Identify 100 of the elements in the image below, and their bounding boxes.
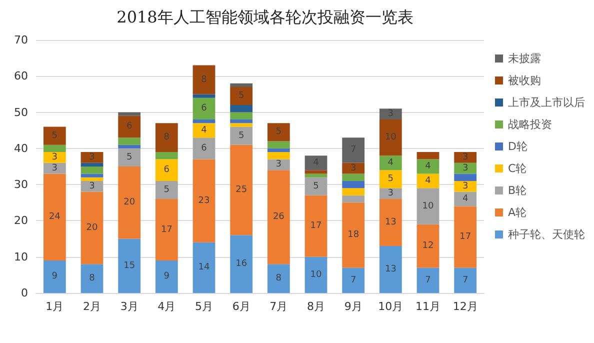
- bar: [416, 268, 440, 293]
- bar: [155, 180, 178, 200]
- bar: [379, 199, 402, 246]
- x-tick-label: 4月: [158, 300, 176, 313]
- x-tick-label: 5月: [195, 300, 213, 313]
- data-label: 4: [425, 176, 432, 186]
- y-tick-label: 60: [14, 70, 28, 83]
- data-label: 18: [348, 230, 360, 240]
- bar: [192, 94, 216, 98]
- bar: [230, 83, 253, 87]
- bar: [416, 188, 440, 224]
- data-label: 20: [124, 198, 136, 208]
- bar: [454, 152, 477, 163]
- legend-label: A轮: [508, 206, 527, 219]
- data-label: 5: [238, 91, 244, 102]
- data-label: 5: [52, 130, 58, 141]
- bar: [43, 152, 66, 163]
- data-label: 8: [276, 274, 282, 284]
- bar: [230, 112, 253, 120]
- x-tick-label: 11月: [416, 300, 440, 313]
- data-label: 15: [124, 260, 136, 271]
- data-label: 26: [272, 212, 285, 222]
- x-tick-label: 6月: [232, 300, 250, 313]
- data-label: 5: [126, 152, 132, 162]
- bar: [379, 170, 402, 188]
- bar: [118, 238, 141, 293]
- data-label: 25: [236, 184, 248, 195]
- data-label: 5: [238, 130, 244, 141]
- data-label: 3: [388, 188, 394, 199]
- bar: [155, 123, 178, 152]
- bar: [192, 159, 216, 242]
- data-label: 5: [164, 184, 170, 195]
- data-label: 4: [201, 125, 208, 136]
- bar: [304, 177, 328, 196]
- bar: [342, 188, 365, 196]
- bar: [342, 268, 365, 293]
- bar: [192, 123, 216, 138]
- bar: [416, 152, 440, 160]
- bar: [304, 174, 328, 178]
- bar: [379, 246, 402, 293]
- x-tick-label: 2月: [83, 300, 101, 313]
- bar: [80, 177, 104, 181]
- y-tick-label: 0: [21, 286, 28, 300]
- data-label: 5: [388, 174, 394, 184]
- data-label: 3: [89, 181, 95, 192]
- data-label: 14: [198, 262, 210, 273]
- bar: [267, 141, 290, 148]
- bar: [379, 120, 402, 156]
- data-label: 8: [164, 132, 170, 143]
- data-label: 3: [462, 152, 468, 162]
- bar: [454, 174, 477, 181]
- data-label: 3: [462, 163, 468, 174]
- data-label: 5: [276, 127, 282, 138]
- bar: [416, 174, 440, 188]
- bar: [80, 180, 104, 192]
- bar: [342, 138, 365, 163]
- y-tick-label: 20: [14, 214, 28, 228]
- data-label: 3: [462, 181, 468, 192]
- bar: [454, 180, 477, 192]
- bar: [192, 138, 216, 160]
- bar: [155, 159, 178, 181]
- bar: [80, 264, 104, 293]
- bar: [230, 120, 253, 124]
- data-label: 16: [236, 259, 248, 270]
- bar: [118, 116, 141, 138]
- legend-label: 上市及上市以后: [508, 96, 585, 109]
- bar: [118, 166, 141, 239]
- data-label: 5: [313, 181, 319, 192]
- data-label: 17: [310, 221, 322, 232]
- y-tick-label: 10: [14, 250, 28, 264]
- bar: [230, 235, 253, 293]
- data-label: 3: [52, 163, 58, 174]
- data-label: 23: [198, 196, 210, 206]
- y-tick-label: 30: [14, 178, 28, 192]
- bar: [454, 268, 477, 293]
- legend-label: 未披露: [508, 52, 541, 65]
- data-label: 13: [384, 218, 396, 228]
- bar: [192, 242, 216, 293]
- bar: [118, 112, 141, 116]
- bar: [80, 166, 104, 174]
- data-label: 4: [388, 158, 394, 168]
- bar: [43, 174, 66, 260]
- bar: [267, 170, 290, 264]
- bar: [267, 152, 290, 160]
- legend-label: 种子轮、天使轮: [508, 228, 585, 241]
- bar: [230, 105, 253, 112]
- bar: [230, 123, 253, 127]
- bar: [342, 174, 365, 181]
- bar: [267, 123, 290, 142]
- data-label: 10: [422, 201, 434, 212]
- chart-title: 2018年人工智能领域各轮次投融资一览表: [116, 8, 414, 26]
- bar: [230, 86, 253, 106]
- bar: [342, 180, 365, 188]
- data-label: 24: [48, 212, 61, 222]
- data-label: 6: [201, 143, 208, 154]
- data-label: 7: [462, 275, 468, 286]
- bar: [155, 260, 178, 293]
- bar: [304, 170, 328, 174]
- x-tick-label: 9月: [344, 300, 362, 313]
- bar: [379, 188, 402, 200]
